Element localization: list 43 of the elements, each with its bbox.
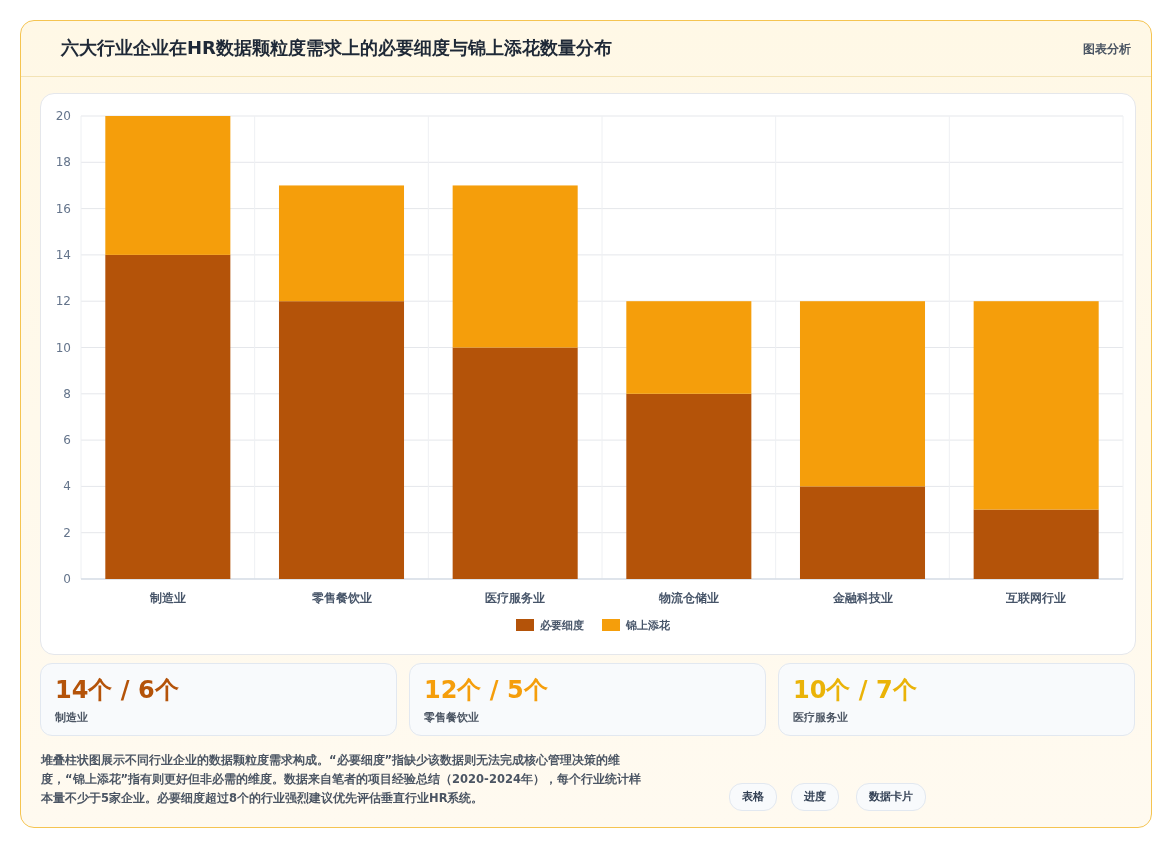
y-tick-label: 2 — [63, 525, 71, 540]
y-tick-label: 10 — [55, 340, 71, 355]
y-tick-label: 6 — [63, 433, 71, 448]
x-tick-label: 医疗服务业 — [485, 591, 546, 605]
bar — [626, 393, 752, 579]
bar — [278, 301, 405, 579]
text: 零售餐饮业 — [424, 710, 479, 725]
x-tick-label: 物流仓储业 — [657, 591, 719, 605]
text: 进度 — [791, 783, 839, 811]
x-tick-label: 制造业 — [148, 591, 186, 605]
y-tick-label: 16 — [55, 201, 71, 216]
text: 14个 / 6个 — [55, 675, 179, 706]
bar — [105, 116, 231, 255]
text: 图表分析 — [1083, 41, 1131, 58]
x-tick-label: 零售餐饮业 — [310, 591, 372, 605]
bar — [452, 185, 578, 348]
chart-title: 六大行业企业在HR数据颗粒度需求上的必要细度与锦上添花数量分布 — [61, 36, 612, 60]
bar — [799, 301, 926, 487]
y-tick-label: 0 — [63, 572, 71, 586]
y-tick-label: 12 — [55, 294, 71, 309]
text: 12个 / 5个 — [424, 675, 548, 706]
bar — [973, 301, 1099, 510]
y-tick-label: 20 — [55, 109, 71, 123]
text: 10个 / 7个 — [793, 675, 917, 706]
bar — [973, 509, 1099, 579]
text: 数据卡片 — [856, 783, 926, 811]
legend-label: 锦上添花 — [625, 619, 671, 632]
x-tick-label: 金融科技业 — [831, 591, 893, 605]
bar — [799, 486, 926, 579]
bar — [626, 301, 752, 394]
bar — [278, 185, 405, 302]
text: 表格 — [729, 783, 777, 811]
x-tick-label: 互联网行业 — [1005, 591, 1067, 605]
y-tick-label: 18 — [55, 155, 71, 170]
text: 堆叠柱状图展示不同行业企业的数据颗粒度需求构成。“必要细度”指缺少该数据则无法完成核心管理决策的维度，“锦上添花”指有则更好但非必需的维度。数据来自笔者的项目经验总结（2020-2024年），每个行业统计样本量不少于5家企业。必要细度超过8个的行业强烈建议优先评估垂直行业HR系统。 — [41, 752, 642, 807]
y-tick-label: 14 — [55, 247, 71, 262]
text: 制造业 — [55, 710, 88, 725]
bar — [105, 254, 231, 579]
text: 医疗服务业 — [793, 710, 848, 725]
y-tick-label: 8 — [63, 386, 71, 401]
bar — [452, 347, 578, 579]
y-tick-label: 4 — [63, 479, 71, 494]
legend-label: 必要细度 — [539, 619, 584, 632]
